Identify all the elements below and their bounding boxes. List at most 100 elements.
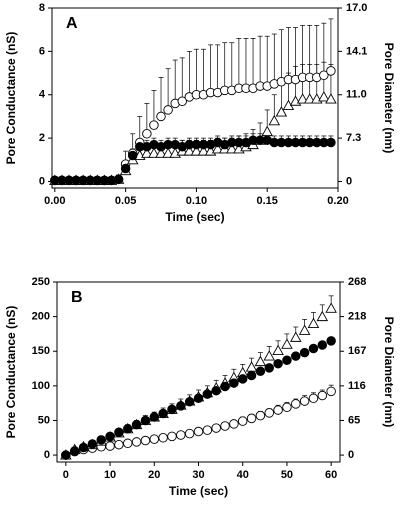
data-point — [114, 439, 124, 450]
data-point — [149, 120, 159, 130]
data-point — [237, 374, 248, 384]
data-point — [318, 90, 330, 102]
data-point — [202, 389, 213, 399]
data-point — [326, 137, 336, 148]
data-point — [290, 331, 302, 342]
x-tick-label: 10 — [104, 469, 116, 481]
data-point — [149, 412, 160, 422]
y-tick-label: 4 — [39, 89, 46, 101]
data-point — [197, 145, 210, 156]
data-point — [156, 111, 166, 122]
data-point — [122, 424, 133, 434]
y-tick-label: 8 — [39, 2, 45, 14]
y2-tick-label: 11.0 — [346, 89, 367, 101]
data-point — [317, 390, 328, 401]
y-tick-label: 150 — [32, 345, 50, 357]
data-point — [281, 338, 293, 349]
y2-tick-label: 7.3 — [346, 132, 361, 144]
data-point — [176, 401, 186, 411]
data-point — [282, 402, 292, 413]
y-tick-label: 200 — [32, 311, 50, 323]
x-tick-label: 20 — [148, 469, 160, 481]
y-tick-label: 100 — [32, 380, 50, 392]
y2-tick-label: 0 — [348, 449, 354, 461]
data-point — [229, 378, 239, 388]
data-point — [193, 393, 204, 404]
data-point — [272, 344, 284, 355]
data-point — [319, 70, 329, 80]
data-point — [264, 408, 275, 418]
data-point — [325, 302, 337, 313]
data-point — [245, 361, 258, 372]
data-point — [317, 340, 328, 350]
x-tick-label: 30 — [192, 469, 204, 481]
panel: 0 10 20 30 40 50 60 0 50 100 150 200 250 0 65 116 167 218… — [4, 276, 396, 498]
data-point — [211, 385, 221, 396]
data-point — [211, 423, 221, 433]
data-point — [78, 442, 89, 453]
data-point — [113, 174, 124, 185]
data-point — [226, 143, 238, 154]
data-point — [142, 129, 152, 139]
x-tick-label: 50 — [281, 469, 293, 481]
data-point — [163, 105, 173, 115]
data-point — [268, 114, 281, 126]
data-point — [254, 355, 267, 367]
y-axis-label: Pore Conductance (nS) — [4, 306, 18, 439]
y-tick-label: 0 — [44, 449, 50, 461]
y-tick-label: 0 — [39, 175, 45, 187]
x-tick-label: 0.20 — [327, 195, 348, 207]
y2-tick-label: 116 — [348, 380, 366, 392]
data-point — [255, 366, 266, 377]
x-axis-label: Time (sec) — [169, 484, 228, 498]
data-point — [326, 386, 336, 397]
data-point — [140, 415, 151, 426]
data-point — [325, 93, 337, 104]
data-point — [291, 399, 301, 409]
data-point — [141, 147, 153, 158]
data-point — [122, 438, 133, 449]
data-point — [299, 347, 310, 358]
data-point — [190, 145, 203, 156]
data-point — [296, 93, 309, 104]
data-point — [105, 441, 115, 451]
panel-label: B — [71, 289, 83, 306]
y-tick-label: 6 — [39, 45, 45, 57]
data-point — [69, 446, 80, 456]
data-point — [261, 125, 273, 137]
data-point — [158, 408, 168, 419]
data-point — [298, 324, 311, 335]
data-point — [263, 350, 276, 361]
x-tick-label: 0 — [63, 469, 69, 481]
data-point — [183, 145, 196, 156]
x-tick-label: 40 — [237, 469, 249, 481]
y2-tick-label: 14.1 — [346, 45, 367, 57]
data-point — [220, 421, 230, 431]
x-tick-label: 0.05 — [115, 195, 136, 207]
data-point — [114, 427, 124, 437]
data-point — [307, 317, 320, 328]
data-point — [149, 434, 160, 444]
data-point — [255, 410, 266, 421]
data-point — [202, 425, 213, 435]
data-point — [316, 310, 329, 322]
x-tick-label: 0.00 — [44, 195, 65, 207]
data-point — [303, 93, 316, 104]
data-point — [246, 370, 257, 381]
y2-tick-label: 17.0 — [346, 2, 367, 14]
x-tick-label: 60 — [325, 469, 337, 481]
data-point — [308, 343, 319, 354]
data-point — [176, 430, 186, 440]
data-point — [273, 358, 283, 369]
x-tick-label: 0.10 — [186, 195, 207, 207]
data-point — [246, 413, 257, 424]
data-point — [155, 147, 167, 158]
data-point — [299, 396, 310, 406]
y-tick-label: 50 — [38, 414, 50, 426]
data-point — [96, 435, 106, 445]
data-point — [220, 381, 230, 392]
data-point — [229, 419, 239, 429]
panel-label: A — [66, 15, 78, 32]
data-point — [105, 431, 115, 442]
